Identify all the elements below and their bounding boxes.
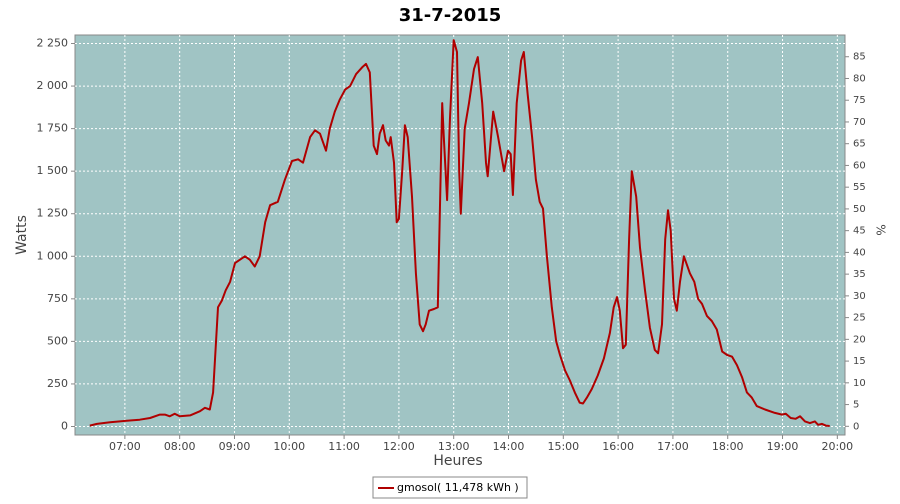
x-tick-label: 13:00	[438, 440, 470, 453]
y2-tick-label: 70	[853, 117, 866, 128]
y-tick-label: 0	[61, 419, 68, 432]
x-tick-label: 15:00	[547, 440, 579, 453]
y2-tick-label: 30	[853, 291, 866, 302]
y2-tick-label: 45	[853, 226, 866, 237]
y-tick-label: 1 000	[37, 249, 69, 262]
y2-tick-label: 60	[853, 160, 866, 171]
x-tick-label: 11:00	[328, 440, 360, 453]
x-axis-label: Heures	[433, 453, 482, 469]
x-tick-label: 19:00	[767, 440, 799, 453]
legend: gmosol( 11,478 kWh )	[372, 476, 528, 499]
y-tick-label: 750	[47, 292, 68, 305]
y-tick-label: 1 250	[37, 207, 69, 220]
plot-area	[74, 34, 846, 436]
x-tick-label: 12:00	[383, 440, 415, 453]
y2-tick-label: 0	[853, 421, 859, 432]
x-tick-label: 07:00	[109, 440, 141, 453]
y2-tick-label: 80	[853, 73, 866, 84]
y-tick-label: 2 000	[37, 79, 69, 92]
y2-tick-label: 15	[853, 356, 866, 367]
x-tick-label: 17:00	[657, 440, 689, 453]
y2-tick-label: 20	[853, 334, 866, 345]
y-tick-label: 2 250	[37, 37, 69, 50]
y-tick-label: 500	[47, 334, 68, 347]
y2-tick-label: 85	[853, 52, 866, 63]
y2-tick-label: 75	[853, 95, 866, 106]
y2-tick-label: 55	[853, 182, 866, 193]
y-tick-label: 250	[47, 377, 68, 390]
y2-tick-label: 50	[853, 204, 866, 215]
legend-label: gmosol( 11,478 kWh )	[397, 481, 519, 494]
x-tick-label: 18:00	[712, 440, 744, 453]
x-tick-label: 16:00	[602, 440, 634, 453]
data-line	[89, 39, 830, 427]
y2-tick-label: 25	[853, 313, 866, 324]
y2-tick-label: 35	[853, 269, 866, 280]
legend-box	[372, 476, 528, 499]
y2-tick-label: 10	[853, 378, 866, 389]
x-tick-label: 20:00	[821, 440, 853, 453]
x-tick-label: 09:00	[219, 440, 251, 453]
y2-tick-label: 40	[853, 247, 866, 258]
chart-title: 31-7-2015	[399, 5, 502, 26]
y-tick-label: 1 500	[37, 164, 69, 177]
y2-axis-label: %	[874, 224, 888, 235]
x-tick-label: 10:00	[273, 440, 305, 453]
y2-tick-label: 5	[853, 400, 859, 411]
y-tick-label: 1 750	[37, 122, 69, 135]
y-axis-label: Watts	[14, 215, 30, 255]
x-tick-label: 14:00	[493, 440, 525, 453]
y2-tick-label: 65	[853, 139, 866, 150]
x-tick-label: 08:00	[164, 440, 196, 453]
